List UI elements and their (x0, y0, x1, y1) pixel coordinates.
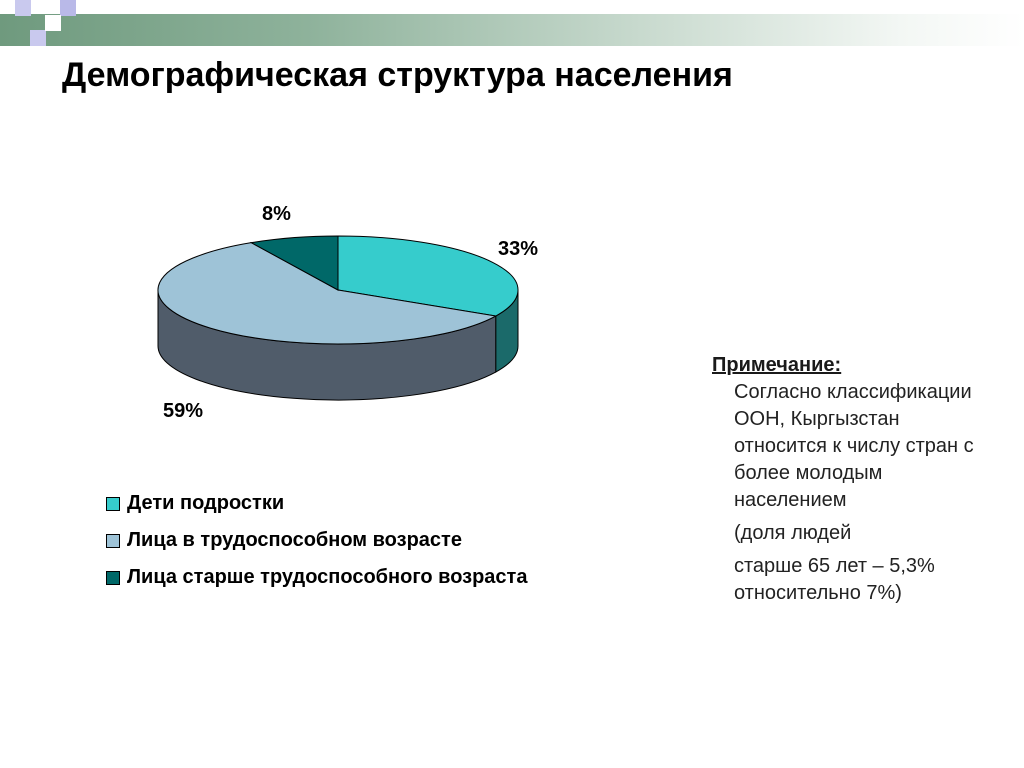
legend-label: Дети подростки (127, 492, 285, 514)
pie-slice-working-age (157, 242, 498, 345)
pie-slice-elderly (249, 235, 339, 291)
decor-square (30, 30, 46, 46)
decor-square (45, 15, 61, 31)
note-block: Примечание: Согласно классификации ООН, … (712, 352, 1024, 607)
data-label-working-age: 59% (163, 400, 204, 422)
data-label-elderly: 8% (262, 203, 291, 225)
legend-label: Лица старше трудоспособного возраста (127, 566, 528, 588)
data-label-teenagers: 33% (498, 238, 539, 260)
pie-chart (157, 235, 519, 401)
note-line: более молодым (734, 462, 883, 484)
decor-square (15, 0, 31, 16)
legend-label: Лица в трудоспособном возрасте (127, 529, 462, 551)
note-line: ООН, Кыргызстан (734, 408, 900, 430)
page-title: Демографическая структура населения (62, 56, 733, 94)
note-line: (доля людей (734, 522, 852, 544)
note-line: Согласно классификации (734, 381, 972, 403)
note-line: относится к числу стран с (734, 435, 974, 457)
note-heading: Примечание: (712, 354, 842, 376)
legend-swatch (106, 497, 120, 511)
note-line: относительно 7%) (734, 582, 902, 604)
note-line: старше 65 лет – 5,3% (734, 555, 935, 577)
legend-swatch (106, 571, 120, 585)
note-line: населением (734, 489, 847, 511)
decor-square (60, 0, 76, 16)
legend-swatch (106, 534, 120, 548)
pie-slice-teenagers (337, 235, 519, 317)
title-decor-band (0, 14, 1024, 46)
